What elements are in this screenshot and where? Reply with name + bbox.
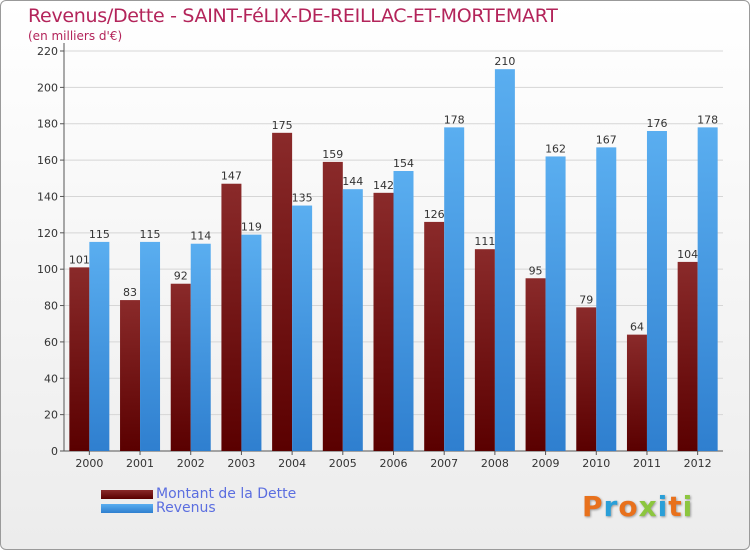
legend-label-revenue: Revenus <box>156 500 216 516</box>
bar-debt <box>373 192 394 451</box>
bar-revenue <box>140 241 161 451</box>
bar-debt <box>474 249 495 451</box>
data-label-revenue: 178 <box>697 113 718 126</box>
x-tick-label: 2004 <box>278 457 306 470</box>
logo-text: Proxiti <box>582 490 693 523</box>
data-label-revenue: 135 <box>292 192 313 205</box>
x-tick-label: 2008 <box>481 457 509 470</box>
x-tick-label: 2011 <box>633 457 661 470</box>
y-tick-label: 40 <box>44 372 58 385</box>
y-tick-label: 100 <box>37 263 58 276</box>
x-tick-label: 2003 <box>227 457 255 470</box>
chart-title: Revenus/Dette - SAINT-FéLIX-DE-REILLAC-E… <box>28 5 558 27</box>
bars <box>69 69 718 452</box>
logo-letter: P <box>582 490 604 523</box>
bar-revenue <box>241 234 262 451</box>
y-tick-label: 20 <box>44 409 58 422</box>
data-label-debt: 101 <box>69 253 90 266</box>
x-tick-label: 2012 <box>684 457 712 470</box>
data-label-revenue: 210 <box>494 55 515 68</box>
data-labels: 101 115 83 115 92 114 147 119 175 135 159 144 142 154… <box>69 55 718 333</box>
logo-letter: i <box>657 490 669 523</box>
bar-debt <box>677 261 698 451</box>
proxiti-logo: Proxiti <box>582 490 693 523</box>
bar-revenue <box>494 69 515 451</box>
bar-debt <box>221 183 242 451</box>
legend-swatch-debt <box>101 490 153 499</box>
bar-debt <box>525 278 546 451</box>
data-label-debt: 159 <box>322 148 343 161</box>
bar-debt <box>272 132 293 451</box>
x-tick-label: 2010 <box>582 457 610 470</box>
bar-revenue <box>190 243 211 451</box>
x-tick-label: 2001 <box>126 457 154 470</box>
y-tick-label: 60 <box>44 336 58 349</box>
legend-label-debt: Montant de la Dette <box>156 486 297 502</box>
bar-revenue <box>393 171 414 451</box>
data-label-revenue: 167 <box>596 133 617 146</box>
bar-revenue <box>596 147 617 451</box>
y-tick-label: 160 <box>37 154 58 167</box>
data-label-debt: 83 <box>123 286 137 299</box>
data-label-revenue: 119 <box>241 221 262 234</box>
data-label-debt: 104 <box>677 248 698 261</box>
data-label-debt: 147 <box>221 170 242 183</box>
x-tick-label: 2000 <box>75 457 103 470</box>
legend-swatch-revenue <box>101 504 153 513</box>
bar-revenue <box>292 205 313 451</box>
bar-debt <box>576 307 597 451</box>
bar-revenue <box>342 189 363 451</box>
logo-letter: x <box>638 490 658 523</box>
data-label-revenue: 154 <box>393 157 414 170</box>
data-label-debt: 64 <box>630 321 644 334</box>
logo-letter: r <box>603 490 619 523</box>
y-tick-label: 220 <box>37 45 58 58</box>
bar-debt <box>120 300 141 451</box>
data-label-revenue: 114 <box>190 230 211 243</box>
y-tick-label: 0 <box>51 445 58 458</box>
bar-revenue <box>697 127 718 451</box>
bar-debt <box>170 283 191 451</box>
x-tick-label: 2005 <box>329 457 357 470</box>
bar-revenue <box>545 156 566 452</box>
y-tick-label: 180 <box>37 118 58 131</box>
bar-revenue <box>89 241 110 451</box>
data-label-debt: 175 <box>272 119 293 132</box>
data-label-revenue: 115 <box>140 228 161 241</box>
logo-letter: i <box>682 490 694 523</box>
data-label-revenue: 176 <box>646 117 667 130</box>
data-label-debt: 79 <box>579 293 593 306</box>
data-label-debt: 142 <box>373 179 394 192</box>
data-label-debt: 126 <box>424 208 445 221</box>
chart-subtitle: (en milliers d'€) <box>28 29 123 43</box>
x-tick-label: 2009 <box>532 457 560 470</box>
data-label-revenue: 162 <box>545 142 566 155</box>
bar-debt <box>69 267 90 451</box>
x-tick-label: 2002 <box>177 457 205 470</box>
logo-letter: t <box>668 490 683 523</box>
bar-debt <box>424 221 445 451</box>
x-tick-label: 2007 <box>430 457 458 470</box>
data-label-revenue: 178 <box>444 113 465 126</box>
y-tick-label: 80 <box>44 300 58 313</box>
data-label-debt: 111 <box>474 235 495 248</box>
data-label-debt: 92 <box>174 270 188 283</box>
bar-revenue <box>444 127 465 451</box>
y-tick-label: 140 <box>37 190 58 203</box>
y-tick-label: 200 <box>37 81 58 94</box>
x-tick-label: 2006 <box>380 457 408 470</box>
bar-debt <box>322 161 343 451</box>
bar-debt <box>626 334 647 451</box>
logo-letter: o <box>618 490 639 523</box>
data-label-revenue: 115 <box>89 228 110 241</box>
data-label-revenue: 144 <box>342 175 363 188</box>
data-label-debt: 95 <box>529 264 543 277</box>
y-tick-label: 120 <box>37 227 58 240</box>
bar-revenue <box>646 131 667 451</box>
axes: 0 20 40 60 80 100 120 140 160 180 200 220 2000 2001 20… <box>37 43 723 470</box>
